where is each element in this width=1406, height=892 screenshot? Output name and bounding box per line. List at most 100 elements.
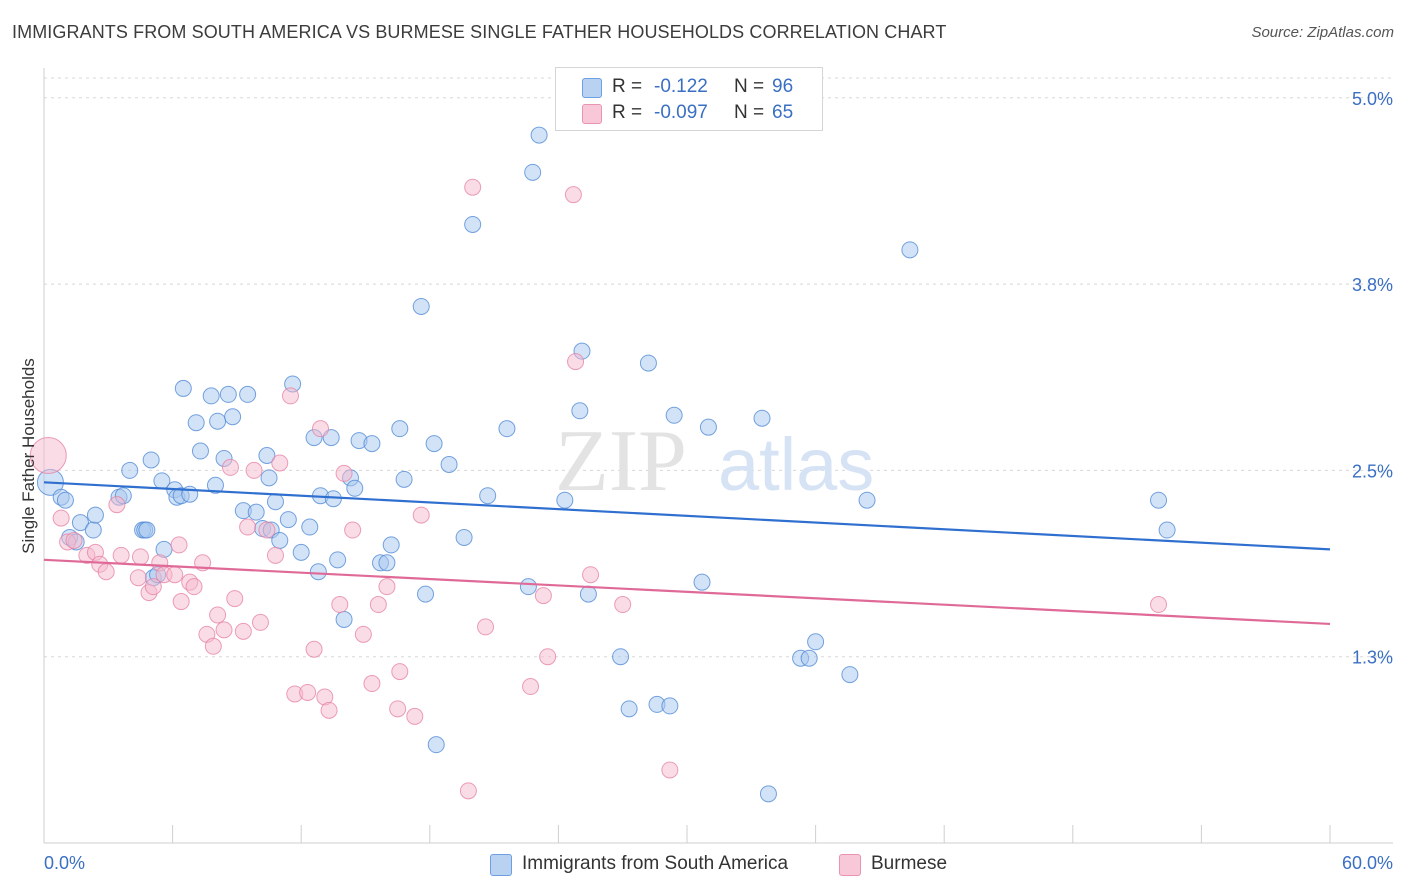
data-point-pink — [97, 563, 115, 581]
data-point-pink — [378, 578, 396, 596]
data-point-blue — [1150, 491, 1168, 509]
series-swatch-blue — [490, 854, 512, 876]
data-point-pink — [331, 596, 349, 614]
data-point-pink — [266, 546, 284, 564]
data-point-blue — [440, 455, 458, 473]
data-point-blue — [329, 551, 347, 569]
series-swatch-pink — [839, 854, 861, 876]
y-axis-label: Single Father Households — [19, 358, 38, 554]
data-point-pink — [344, 521, 362, 539]
data-point-blue — [247, 503, 265, 521]
data-point-pink — [389, 700, 407, 718]
data-point-blue — [224, 408, 242, 426]
data-point-blue — [191, 442, 209, 460]
data-point-blue — [301, 518, 319, 536]
data-point-blue — [579, 585, 597, 603]
data-point-pink — [170, 536, 188, 554]
data-point-blue — [479, 487, 497, 505]
data-point-pink — [129, 569, 147, 587]
data-point-pink — [539, 648, 557, 666]
data-point-pink — [65, 531, 83, 549]
data-point-blue — [530, 126, 548, 144]
data-point-blue — [807, 633, 825, 651]
data-point-blue — [266, 493, 284, 511]
data-point-blue — [121, 461, 139, 479]
data-point-pink — [204, 637, 222, 655]
data-point-pink — [258, 521, 276, 539]
data-point-blue — [620, 700, 638, 718]
data-point-blue — [519, 578, 537, 596]
data-point-blue — [639, 354, 657, 372]
legend-n-label: N = — [734, 76, 765, 97]
data-point-pink — [112, 546, 130, 564]
data-point-blue — [498, 420, 516, 438]
data-point-blue — [759, 785, 777, 803]
data-point-blue — [417, 585, 435, 603]
data-point-blue — [661, 697, 679, 715]
trend-line-pink — [43, 558, 1331, 626]
data-point-blue — [292, 543, 310, 561]
y-tick-label: 3.8% — [1352, 275, 1393, 295]
y-tick-label: 5.0% — [1352, 89, 1393, 109]
legend-n-value: 65 — [772, 102, 794, 123]
watermark-atlas: atlas — [718, 423, 874, 506]
data-point-pink — [271, 454, 289, 472]
data-point-pink — [299, 683, 317, 701]
data-point-pink — [311, 420, 329, 438]
data-point-blue — [524, 163, 542, 181]
data-point-blue — [209, 412, 227, 430]
data-point-pink — [1150, 596, 1168, 614]
correlation-legend: R = -0.122 N = 96 R = -0.097 N = 65 — [555, 67, 823, 131]
series-label-immigrants: Immigrants from South America — [522, 853, 789, 874]
data-point-pink — [144, 578, 162, 596]
source-label: Source: ZipAtlas.com — [1251, 24, 1394, 41]
data-point-blue — [612, 648, 630, 666]
data-point-blue — [260, 469, 278, 487]
data-point-blue — [363, 435, 381, 453]
data-point-pink — [281, 387, 299, 405]
data-point-blue — [858, 491, 876, 509]
legend-r-value: -0.122 — [654, 76, 708, 97]
data-point-blue — [309, 563, 327, 581]
data-point-blue — [1158, 521, 1176, 539]
legend-r-label: R = — [612, 102, 643, 123]
data-point-pink — [661, 761, 679, 779]
data-point-blue — [219, 385, 237, 403]
data-point-pink — [320, 701, 338, 719]
data-point-pink — [305, 640, 323, 658]
data-point-blue — [142, 451, 160, 469]
data-point-pink — [215, 621, 233, 639]
data-point-pink — [52, 509, 70, 527]
data-point-blue — [378, 554, 396, 572]
data-point-pink — [335, 464, 353, 482]
data-point-blue — [455, 528, 473, 546]
data-point-blue — [206, 476, 224, 494]
data-point-blue — [279, 511, 297, 529]
trend-line-blue — [43, 481, 1331, 551]
x-tick-label-min: 0.0% — [44, 853, 85, 873]
data-point-pink — [251, 613, 269, 631]
data-point-blue — [84, 521, 102, 539]
data-point-pink — [172, 593, 190, 611]
trend-layer — [43, 481, 1331, 626]
data-point-pink — [477, 618, 495, 636]
data-point-blue — [56, 491, 74, 509]
data-point-blue — [346, 479, 364, 497]
data-point-pink — [567, 353, 585, 371]
data-point-blue — [239, 385, 257, 403]
data-point-pink — [522, 678, 540, 696]
data-point-pink — [234, 622, 252, 640]
data-point-blue — [187, 414, 205, 432]
data-point-blue — [271, 531, 289, 549]
data-point-pink — [226, 590, 244, 608]
legend-swatch-blue — [582, 78, 602, 98]
data-point-pink — [209, 606, 227, 624]
data-point-pink — [582, 566, 600, 584]
data-point-blue — [86, 506, 104, 524]
data-point-pink — [239, 518, 257, 536]
data-point-blue — [571, 402, 589, 420]
data-point-blue — [425, 435, 443, 453]
data-point-pink — [363, 675, 381, 693]
y-tick-label: 2.5% — [1352, 461, 1393, 481]
